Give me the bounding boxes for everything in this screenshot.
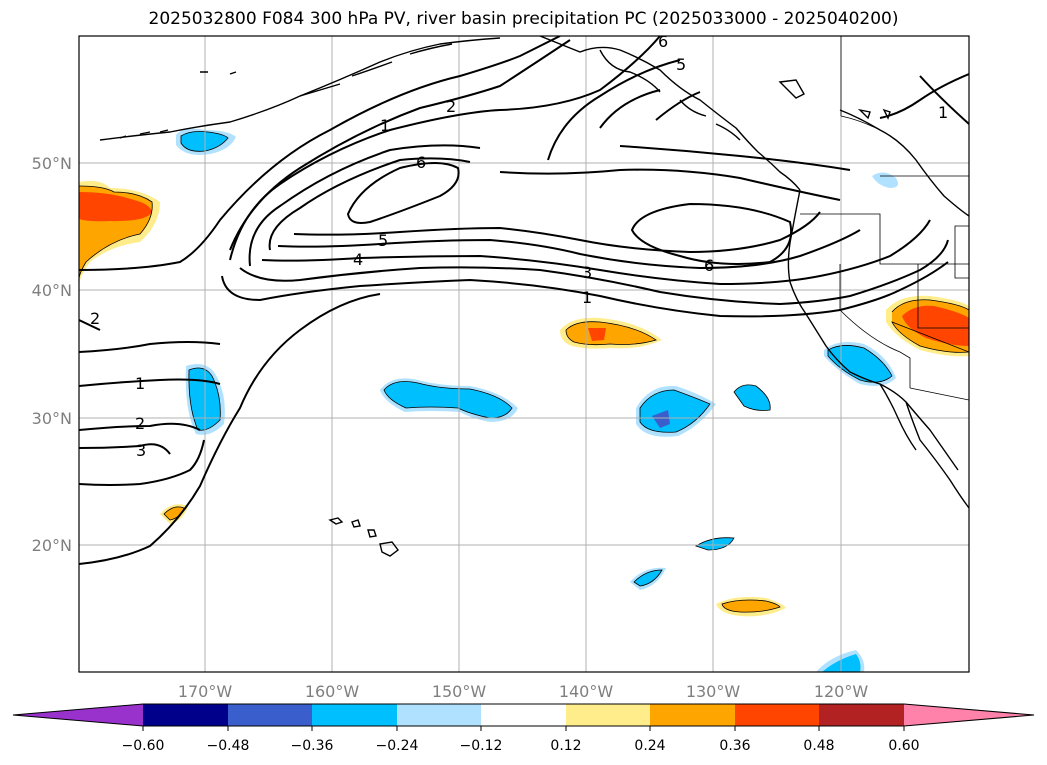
- pv-contours: [79, 36, 969, 565]
- contour-label: 2: [446, 97, 456, 116]
- colorbar-tick: 0.36: [719, 738, 750, 754]
- lat-label: 50°N: [32, 154, 72, 173]
- borders: [800, 36, 969, 401]
- contour-labels: 1 2 6 5 4 3 1 6 2 1 2 3 6 5 1: [90, 32, 948, 460]
- contour-label: 5: [676, 55, 686, 74]
- contour-label: 1: [380, 116, 390, 135]
- colorbar-seg-2: [228, 704, 312, 726]
- contour-label: 4: [353, 250, 363, 269]
- precip-shading: [79, 128, 969, 672]
- colorbar-seg-3: [312, 704, 397, 726]
- contour-label: 1: [135, 374, 145, 393]
- colorbar-seg-1: [143, 704, 228, 726]
- colorbar-tick: −0.48: [207, 738, 250, 754]
- colorbar-seg-5: [481, 704, 566, 726]
- colorbar-seg-0: [13, 704, 143, 726]
- contour-label: 6: [704, 256, 714, 275]
- lat-label: 20°N: [32, 536, 72, 555]
- colorbar-seg-7: [650, 704, 735, 726]
- colorbar: −0.60 −0.48 −0.36 −0.24 −0.12 0.12 0.24 …: [12, 703, 1035, 754]
- colorbar-tick: −0.36: [291, 738, 334, 754]
- contour-label: 2: [90, 309, 100, 328]
- lon-label: 120°W: [814, 682, 869, 701]
- lat-label: 40°N: [32, 281, 72, 300]
- colorbar-seg-8: [735, 704, 819, 726]
- colorbar-seg-6: [566, 704, 650, 726]
- colorbar-tick: 0.48: [803, 738, 834, 754]
- colorbar-tick: −0.12: [460, 738, 503, 754]
- colorbar-tick: 0.12: [550, 738, 581, 754]
- lon-label: 160°W: [305, 682, 360, 701]
- map-frame: [78, 35, 970, 673]
- map-title: 2025032800 F084 300 hPa PV, river basin …: [148, 9, 899, 29]
- contour-label: 6: [658, 32, 668, 51]
- lat-labels: 50°N 40°N 30°N 20°N: [32, 154, 72, 555]
- colorbar-tick: −0.60: [122, 738, 165, 754]
- map-area: [79, 36, 969, 672]
- lon-label: 150°W: [432, 682, 487, 701]
- colorbar-seg-9: [819, 704, 904, 726]
- contour-label: 6: [416, 153, 426, 172]
- contour-label: 3: [136, 441, 146, 460]
- lon-labels: 170°W 160°W 150°W 140°W 130°W 120°W: [178, 682, 869, 701]
- colorbar-tick: −0.24: [376, 738, 419, 754]
- contour-label: 3: [582, 263, 592, 282]
- colorbar-seg-4: [397, 704, 481, 726]
- lon-label: 140°W: [559, 682, 614, 701]
- colorbar-tick: 0.60: [888, 738, 919, 754]
- contour-label: 5: [378, 231, 388, 250]
- contour-label: 1: [938, 103, 948, 122]
- lon-label: 130°W: [686, 682, 741, 701]
- colorbar-tick: 0.24: [634, 738, 665, 754]
- lon-label: 170°W: [178, 682, 233, 701]
- contour-label: 2: [135, 414, 145, 433]
- precip-outlines: [79, 131, 969, 613]
- contour-label: 1: [582, 288, 592, 307]
- coastlines: [99, 36, 969, 557]
- colorbar-seg-10: [904, 704, 1034, 726]
- lat-label: 30°N: [32, 409, 72, 428]
